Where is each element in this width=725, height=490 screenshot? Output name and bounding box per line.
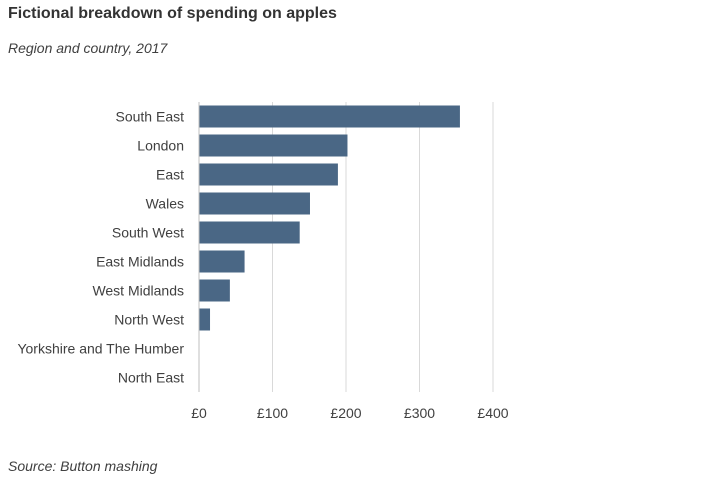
category-label: South East (116, 109, 185, 125)
x-tick-label: £100 (257, 405, 288, 421)
category-label: East Midlands (96, 254, 184, 270)
category-label: North West (114, 312, 184, 328)
category-labels: South East London East Wales South West East … (17, 109, 184, 386)
bar (199, 221, 300, 244)
bar (199, 250, 245, 273)
chart-source: Source: Button mashing (8, 458, 158, 474)
bar (199, 134, 348, 157)
category-label: East (156, 167, 184, 183)
category-label: South West (112, 225, 184, 241)
bar (199, 105, 460, 128)
chart-subtitle: Region and country, 2017 (8, 40, 168, 56)
bars (199, 105, 460, 331)
bar (199, 163, 338, 186)
chart-title: Fictional breakdown of spending on apple… (8, 5, 337, 22)
x-tick-label: £400 (477, 405, 508, 421)
category-label: West Midlands (92, 283, 184, 299)
x-tick-labels: £0 £100 £200 £300 £400 (191, 405, 509, 421)
bar (199, 279, 230, 302)
category-label: North East (118, 370, 184, 386)
bar (199, 308, 211, 331)
category-label: Wales (146, 196, 184, 212)
x-tick-label: £300 (404, 405, 435, 421)
x-tick-label: £200 (330, 405, 361, 421)
category-label: London (137, 138, 184, 154)
category-label: Yorkshire and The Humber (17, 341, 184, 357)
bar (199, 192, 310, 215)
x-tick-label: £0 (191, 405, 207, 421)
